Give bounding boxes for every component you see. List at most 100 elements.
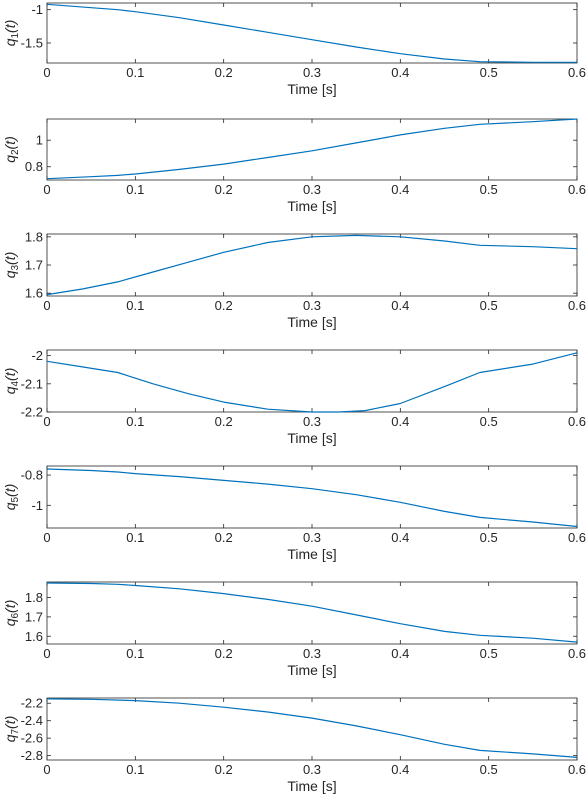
x-tick-label: 0.4 — [391, 646, 409, 661]
x-tick-label: 0.5 — [480, 530, 498, 545]
x-axis-label: Time [s] — [287, 81, 336, 97]
x-tick-label: 0.6 — [568, 530, 586, 545]
x-tick-label: 0.3 — [303, 762, 321, 777]
x-tick-label: 0.6 — [568, 762, 586, 777]
y-tick-label: -2.2 — [21, 696, 43, 711]
y-tick-label: -1.5 — [21, 36, 43, 51]
y-label-variable: q — [2, 386, 18, 394]
x-tick-label: 0.5 — [480, 414, 498, 429]
x-tick-label: 0.3 — [303, 414, 321, 429]
x-tick-label: 0 — [43, 298, 50, 313]
x-axis-label: Time [s] — [287, 778, 336, 794]
y-label-subscript: 2 — [10, 149, 21, 155]
y-tick-label: -2 — [31, 348, 43, 363]
x-tick-label: 0.3 — [303, 530, 321, 545]
y-label-variable: q — [2, 270, 18, 278]
y-tick-label: 1 — [36, 133, 43, 148]
x-tick-label: 0.6 — [568, 298, 586, 313]
y-label-variable: q — [2, 502, 18, 510]
x-tick-label: 0.2 — [215, 762, 233, 777]
y-tick-label: -2.6 — [21, 731, 43, 746]
x-tick-label: 0.4 — [391, 65, 409, 80]
x-tick-label: 0.4 — [391, 298, 409, 313]
x-tick-label: 0.5 — [480, 298, 498, 313]
y-tick-label: -2.2 — [21, 405, 43, 420]
x-tick-label: 0.2 — [215, 414, 233, 429]
y-axis-label: q6(t) — [2, 600, 21, 627]
y-axis-label: q4(t) — [2, 368, 21, 395]
y-label-subscript: 5 — [10, 496, 21, 502]
series-line-q2 — [46, 118, 578, 180]
plot-area-frame — [46, 233, 578, 297]
y-label-variable: q — [2, 155, 18, 163]
plot-area-frame — [46, 349, 578, 413]
series-line-q3 — [46, 234, 578, 296]
subplot-1: 0 0.1 0.2 0.3 0.4 0.5 0.6 -1 -1.5 Time [s] q1(t) — [2, 2, 586, 97]
y-label-subscript: 6 — [10, 612, 21, 618]
y-label-argument: (t) — [2, 484, 18, 497]
subplot-3: 0 0.1 0.2 0.3 0.4 0.5 0.6 1.8 1.7 1.6 Time [s] q3(t… — [2, 229, 586, 330]
y-axis-label: q3(t) — [2, 252, 21, 279]
subplot-6: 0 0.1 0.2 0.3 0.4 0.5 0.6 1.8 1.7 1.6 Time [s] q6(t… — [2, 581, 586, 678]
x-tick-label: 0.1 — [126, 762, 144, 777]
y-tick-label: 0.8 — [25, 159, 43, 174]
plot-area-frame — [46, 697, 578, 761]
plot-area-frame — [46, 2, 578, 64]
x-axis-label: Time [s] — [287, 546, 336, 562]
y-axis-label: q5(t) — [2, 484, 21, 511]
series-line-q4 — [46, 352, 578, 413]
x-tick-label: 0.6 — [568, 65, 586, 80]
x-tick-label: 0.2 — [215, 298, 233, 313]
x-axis-label: Time [s] — [287, 430, 336, 446]
x-tick-label: 0 — [43, 646, 50, 661]
y-label-argument: (t) — [2, 20, 18, 33]
x-tick-label: 0.3 — [303, 65, 321, 80]
x-tick-label: 0.4 — [391, 414, 409, 429]
y-label-argument: (t) — [2, 368, 18, 381]
x-tick-label: 0.1 — [126, 65, 144, 80]
y-label-subscript: 4 — [10, 380, 21, 386]
y-tick-label: -1 — [31, 2, 43, 17]
y-tick-label: 1.7 — [25, 258, 43, 273]
y-tick-label: -1 — [31, 498, 43, 513]
x-tick-label: 0.1 — [126, 298, 144, 313]
y-tick-label: -2.8 — [21, 748, 43, 763]
x-tick-label: 0.2 — [215, 646, 233, 661]
y-axis-label: q7(t) — [2, 716, 21, 743]
y-label-variable: q — [2, 38, 18, 46]
y-label-argument: (t) — [2, 716, 18, 729]
x-tick-label: 0.1 — [126, 646, 144, 661]
y-label-variable: q — [2, 618, 18, 626]
y-axis-label: q2(t) — [2, 136, 21, 163]
plot-area-frame — [46, 118, 578, 181]
x-tick-label: 0.4 — [391, 762, 409, 777]
y-tick-label: 1.6 — [25, 629, 43, 644]
y-axis-label: q1(t) — [2, 20, 21, 47]
series-line-q6 — [46, 582, 578, 643]
y-label-argument: (t) — [2, 252, 18, 265]
x-tick-label: 0.2 — [215, 65, 233, 80]
y-tick-label: 1.6 — [25, 286, 43, 301]
x-tick-label: 0.5 — [480, 646, 498, 661]
x-tick-label: 0.1 — [126, 530, 144, 545]
x-tick-label: 0.3 — [303, 182, 321, 197]
x-tick-label: 0.6 — [568, 646, 586, 661]
x-tick-label: 0.2 — [215, 530, 233, 545]
y-label-argument: (t) — [2, 600, 18, 613]
x-tick-label: 0.1 — [126, 414, 144, 429]
subplot-2: 0 0.1 0.2 0.3 0.4 0.5 0.6 1 0.8 Time [s] q2(t) — [2, 118, 586, 214]
series-line-q1 — [46, 3, 577, 63]
x-tick-label: 0.1 — [126, 182, 144, 197]
x-tick-label: 0.2 — [215, 182, 233, 197]
y-tick-label: -0.8 — [21, 468, 43, 483]
series-line-q5 — [46, 468, 578, 528]
x-tick-label: 0 — [43, 762, 50, 777]
y-label-subscript: 1 — [10, 32, 21, 38]
x-tick-label: 0 — [43, 65, 50, 80]
x-tick-label: 0.4 — [391, 182, 409, 197]
x-tick-label: 0 — [43, 414, 50, 429]
x-tick-label: 0.4 — [391, 530, 409, 545]
x-axis-label: Time [s] — [287, 198, 336, 214]
x-tick-label: 0.3 — [303, 646, 321, 661]
